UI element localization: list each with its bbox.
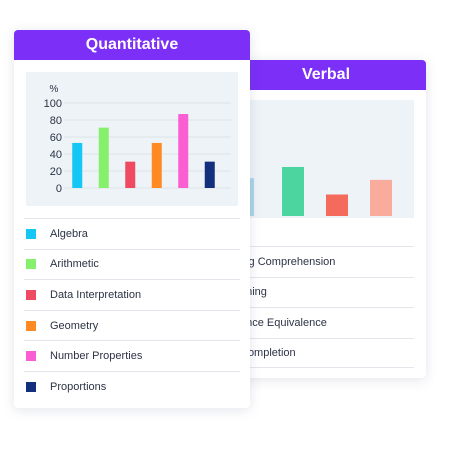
verbal-legend: ing Comprehension oning ence Equivalence…: [226, 246, 414, 369]
legend-swatch: [26, 381, 36, 392]
verbal-bar: [282, 166, 304, 216]
y-axis-unit-label: %: [50, 84, 59, 95]
bar-proportions: [204, 161, 215, 188]
legend-item-geometry: Geometry: [24, 309, 240, 341]
verbal-chart: [232, 100, 414, 218]
verbal-card: Verbal ing Comprehension oning ence Equi…: [226, 60, 426, 378]
quantitative-legend: Algebra Arithmetic Data Interpretation G…: [24, 218, 240, 402]
verbal-legend-item: ing Comprehension: [226, 246, 414, 277]
quantitative-chart: % 100 80 60 40 20 0: [26, 72, 238, 206]
bar-arithmetic: [98, 127, 109, 188]
verbal-legend-item: Completion: [226, 337, 414, 369]
legend-item-proportions: Proportions: [24, 370, 240, 402]
legend-swatch: [26, 259, 36, 270]
legend-swatch: [26, 228, 36, 239]
y-tick-label: 20: [50, 166, 62, 178]
verbal-legend-label: ence Equivalence: [240, 316, 327, 329]
verbal-legend-item: ence Equivalence: [226, 307, 414, 338]
quantitative-card-title: Quantitative: [14, 30, 250, 60]
legend-label: Data Interpretation: [50, 288, 142, 301]
y-tick-label: 80: [50, 115, 62, 127]
y-tick-label: 60: [50, 132, 62, 144]
bar-data-interpretation: [125, 161, 136, 188]
legend-label: Geometry: [50, 319, 99, 332]
y-tick-label: 40: [50, 149, 62, 161]
legend-item-arithmetic: Arithmetic: [24, 248, 240, 280]
legend-item-data-interpretation: Data Interpretation: [24, 279, 240, 310]
bar-geometry: [151, 142, 162, 188]
verbal-card-title: Verbal: [226, 60, 426, 90]
legend-swatch: [26, 320, 36, 331]
bar-number-properties: [178, 114, 189, 188]
legend-item-algebra: Algebra: [24, 218, 240, 249]
quantitative-chart-svg: % 100 80 60 40 20 0: [44, 84, 231, 195]
y-tick-label: 100: [44, 98, 62, 110]
legend-swatch: [26, 289, 36, 300]
verbal-legend-item: oning: [226, 276, 414, 308]
verbal-bar: [326, 194, 348, 216]
legend-swatch: [26, 351, 36, 362]
verbal-legend-label: ing Comprehension: [240, 255, 336, 268]
legend-label: Number Properties: [50, 350, 143, 363]
legend-item-number-properties: Number Properties: [24, 340, 240, 371]
y-tick-label: 0: [56, 183, 62, 195]
legend-label: Proportions: [50, 380, 107, 393]
legend-label: Arithmetic: [50, 258, 99, 271]
verbal-legend-label: Completion: [240, 347, 296, 360]
verbal-bar: [370, 179, 392, 216]
legend-label: Algebra: [50, 227, 88, 240]
quantitative-card: Quantitative % 100 80 60 40 20 0 Algebra Arith…: [14, 30, 250, 408]
verbal-chart-svg: [232, 166, 392, 216]
bar-algebra: [72, 142, 83, 188]
